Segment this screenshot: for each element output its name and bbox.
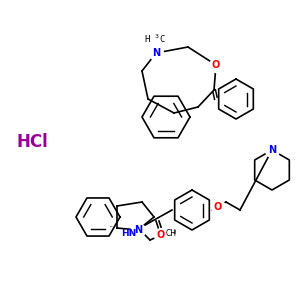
Text: N: N xyxy=(152,48,160,58)
Text: H: H xyxy=(145,34,150,43)
Text: ···: ··· xyxy=(108,224,116,232)
Text: O: O xyxy=(157,230,165,240)
Text: O: O xyxy=(212,60,220,70)
Text: N: N xyxy=(134,225,142,235)
Text: 3: 3 xyxy=(173,230,176,235)
Text: HN: HN xyxy=(121,230,136,238)
Text: N: N xyxy=(268,145,276,155)
Text: CH: CH xyxy=(166,229,177,238)
Text: C: C xyxy=(159,35,164,44)
Text: HCl: HCl xyxy=(16,133,48,151)
Text: O: O xyxy=(214,202,222,212)
Text: 3: 3 xyxy=(155,34,159,39)
